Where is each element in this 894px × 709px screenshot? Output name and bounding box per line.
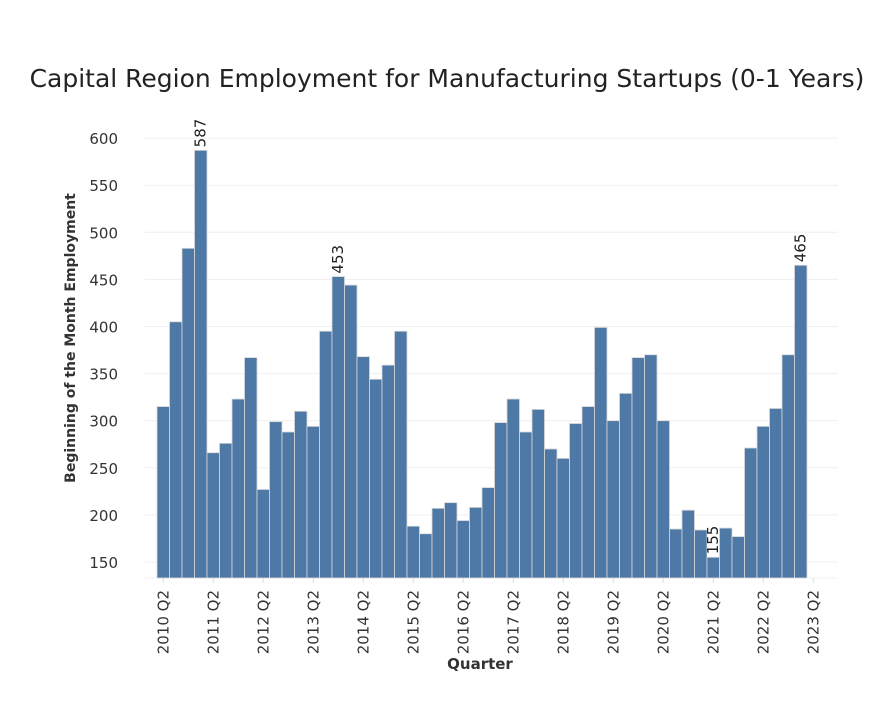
y-axis-title: Beginning of the Month Employment xyxy=(63,193,79,483)
bar xyxy=(506,398,520,579)
y-tick-label: 500 xyxy=(89,224,118,242)
x-tick-label: 2023 Q2 xyxy=(804,590,822,654)
bar xyxy=(169,321,183,579)
bar xyxy=(419,533,433,579)
x-tick-label: 2016 Q2 xyxy=(454,590,472,654)
bar xyxy=(694,529,708,579)
bar xyxy=(456,520,470,579)
bar xyxy=(219,442,233,579)
y-tick-label: 350 xyxy=(89,366,118,384)
bar xyxy=(231,398,245,579)
bar xyxy=(744,447,758,579)
y-tick-label: 400 xyxy=(89,319,118,337)
bar xyxy=(431,507,445,579)
bar xyxy=(469,506,483,579)
bar xyxy=(656,420,670,579)
y-tick-label: 600 xyxy=(89,130,118,148)
x-tick-label: 2021 Q2 xyxy=(704,590,722,654)
bar xyxy=(681,509,695,579)
bar xyxy=(394,330,408,579)
y-tick-label: 200 xyxy=(89,507,118,525)
bar xyxy=(281,431,295,579)
data-label: 465 xyxy=(792,234,810,263)
x-tick-label: 2018 Q2 xyxy=(554,590,572,654)
bar xyxy=(669,528,683,579)
bar xyxy=(244,357,258,579)
data-label: 453 xyxy=(329,245,347,274)
bar xyxy=(756,425,770,579)
bar xyxy=(594,327,608,579)
x-tick-label: 2015 Q2 xyxy=(404,590,422,654)
x-tick-label: 2020 Q2 xyxy=(654,590,672,654)
bar xyxy=(256,489,270,579)
bar xyxy=(731,536,745,579)
y-tick-label: 150 xyxy=(89,554,118,572)
x-tick-label: 2022 Q2 xyxy=(754,590,772,654)
bar xyxy=(319,330,333,579)
x-tick-label: 2014 Q2 xyxy=(354,590,372,654)
data-label: 587 xyxy=(192,119,210,148)
bar xyxy=(444,502,458,579)
y-tick-label: 450 xyxy=(89,271,118,289)
bar xyxy=(569,423,583,579)
bar xyxy=(644,354,658,579)
bar xyxy=(381,364,395,579)
y-tick-label: 550 xyxy=(89,177,118,195)
bar xyxy=(556,457,570,579)
bar xyxy=(294,410,308,579)
bar xyxy=(606,420,620,579)
bar xyxy=(194,149,208,579)
bar xyxy=(181,247,195,579)
bar xyxy=(519,431,533,579)
bar xyxy=(494,422,508,579)
bar xyxy=(331,276,345,579)
bar xyxy=(269,421,283,579)
bar xyxy=(544,448,558,579)
bar xyxy=(581,406,595,579)
bar xyxy=(156,406,170,579)
x-axis-title: Quarter xyxy=(447,655,513,673)
bar xyxy=(369,378,383,579)
bar xyxy=(356,356,370,579)
bar xyxy=(531,408,545,579)
y-tick-label: 300 xyxy=(89,413,118,431)
bar xyxy=(206,452,220,579)
data-label: 155 xyxy=(704,526,722,555)
x-tick-label: 2017 Q2 xyxy=(504,590,522,654)
bar xyxy=(781,354,795,579)
x-tick-label: 2011 Q2 xyxy=(204,590,222,654)
bar xyxy=(631,357,645,579)
x-tick-label: 2010 Q2 xyxy=(154,590,172,654)
bar xyxy=(481,487,495,579)
bar xyxy=(769,408,783,579)
y-tick-label: 250 xyxy=(89,460,118,478)
bar xyxy=(794,264,808,579)
bar xyxy=(706,556,720,579)
x-tick-label: 2013 Q2 xyxy=(304,590,322,654)
bar xyxy=(619,392,633,579)
chart-title: Capital Region Employment for Manufactur… xyxy=(29,64,865,93)
bar xyxy=(306,425,320,579)
x-tick-label: 2012 Q2 xyxy=(254,590,272,654)
x-tick-label: 2019 Q2 xyxy=(604,590,622,654)
bar xyxy=(344,284,358,579)
bar xyxy=(406,525,420,579)
